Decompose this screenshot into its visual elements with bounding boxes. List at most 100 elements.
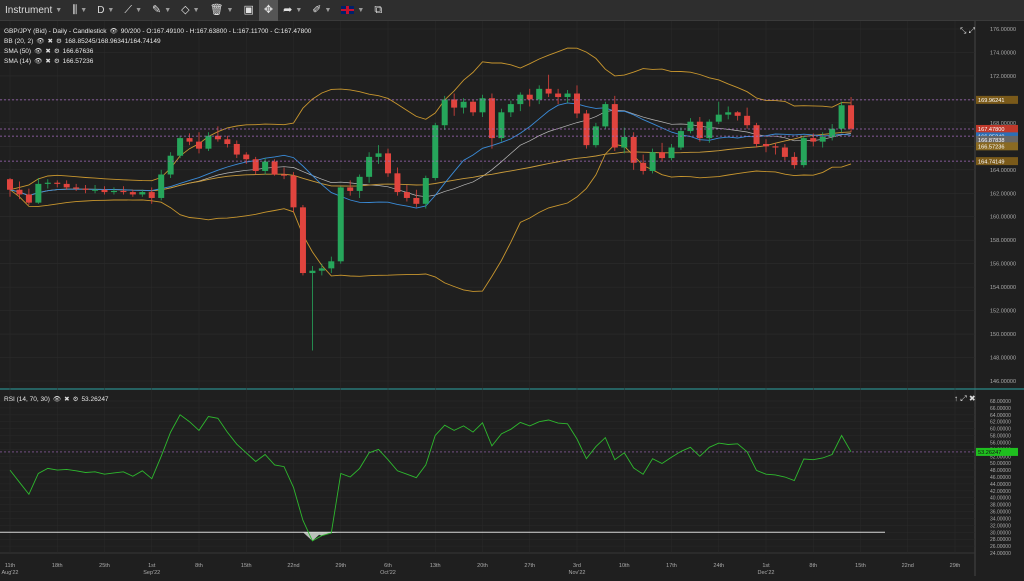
y-tick-label: 176.00000 <box>990 27 1016 33</box>
candle-body <box>772 146 779 148</box>
candle-body <box>602 104 609 127</box>
eye-icon[interactable]: 👁 <box>34 48 43 55</box>
x-tick-label: 3rd <box>573 563 581 569</box>
candle-body <box>687 121 694 132</box>
candle <box>252 156 259 175</box>
chart-svg[interactable]: 176.00000174.00000172.00000170.00000168.… <box>0 21 1024 576</box>
shapes-button[interactable]: ◇ ▼ <box>176 0 204 21</box>
currency-button[interactable]: ▼ <box>336 0 369 21</box>
close-icon[interactable]: ✖ <box>64 396 70 403</box>
gear-icon[interactable]: ⚙ <box>53 48 60 55</box>
rsi-y-tick-label: 46.00000 <box>990 475 1011 481</box>
candle-body <box>829 128 836 137</box>
candle-body <box>158 174 165 198</box>
close-icon[interactable]: ✖ <box>45 48 51 55</box>
candle <box>668 143 675 161</box>
candle <box>498 108 505 142</box>
rsi-y-tick-label: 28.00000 <box>990 537 1011 543</box>
gear-icon[interactable]: ⚙ <box>53 58 60 65</box>
uk-flag-icon <box>341 6 355 14</box>
legend-title-row: GBP/JPY (Bid) - Daily - Candlestick 👁 90/2… <box>4 27 311 37</box>
candle <box>385 148 391 177</box>
candle-body <box>630 136 637 163</box>
rsi-y-tick-label: 24.00000 <box>990 551 1011 557</box>
candle-body <box>611 104 618 148</box>
close-icon[interactable]: ✖ <box>45 58 51 65</box>
legend-sma50-row: SMA (50) 👁 ✖ ⚙ 166.67636 <box>4 47 311 57</box>
crosshair-button[interactable]: ✥ <box>258 0 279 21</box>
measure-button[interactable]: ✎ ▼ <box>147 0 176 21</box>
eye-icon[interactable]: 👁 <box>52 396 62 403</box>
rsi-y-tick-label: 66.00000 <box>990 406 1011 412</box>
candle <box>92 185 99 194</box>
candle <box>706 119 713 143</box>
chevron-down-icon: ▼ <box>164 6 172 14</box>
candle <box>35 178 42 204</box>
candle <box>753 122 760 148</box>
x-tick-sublabel: Aug'22 <box>2 570 19 576</box>
candle <box>63 180 70 190</box>
rsi-y-tick-label: 30.00000 <box>990 530 1011 536</box>
eye-icon[interactable]: 👁 <box>34 58 43 65</box>
layout-button[interactable]: ▣ <box>238 0 258 21</box>
sma14-value: 166.57236 <box>62 58 94 65</box>
candle-body <box>800 138 807 166</box>
rsi-y-tick-label: 60.00000 <box>990 427 1011 433</box>
candle-body <box>44 182 51 184</box>
candle-body <box>498 112 505 139</box>
candle-body <box>214 135 221 140</box>
shapes-icon: ◇ <box>181 3 190 16</box>
x-tick-label: 18th <box>52 563 63 569</box>
candle-body <box>252 159 259 171</box>
close-icon[interactable]: ✖ <box>968 394 976 403</box>
chart-area[interactable]: 176.00000174.00000172.00000170.00000168.… <box>0 21 1024 576</box>
rsi-y-tick-label: 38.00000 <box>990 503 1011 509</box>
candle <box>375 145 382 164</box>
rsi-y-tick-label: 32.00000 <box>990 523 1011 529</box>
timeframe-selector[interactable]: D ▼ <box>92 0 119 21</box>
delete-button[interactable]: 🗑 ▼ <box>205 0 239 21</box>
candle-body <box>734 112 741 116</box>
x-tick-sublabel: Sep'22 <box>143 570 160 576</box>
arrow-button[interactable]: ➦ ▼ <box>278 0 307 21</box>
candle-body <box>356 176 363 191</box>
candle <box>611 95 618 152</box>
screenshot-button[interactable]: ⧉ <box>369 0 387 21</box>
rsi-y-tick-label: 44.00000 <box>990 482 1011 488</box>
expand-icon[interactable]: ⤢ <box>960 394 967 403</box>
candle <box>696 117 703 142</box>
eye-icon[interactable]: 👁 <box>36 38 45 45</box>
eye-icon[interactable]: 👁 <box>109 28 118 35</box>
candle-body <box>347 187 354 191</box>
close-icon[interactable]: ✖ <box>47 38 53 45</box>
candle <box>177 135 184 159</box>
gear-icon[interactable]: ⚙ <box>55 38 62 45</box>
brush-icon: ✐ <box>312 3 322 16</box>
candle-type-button[interactable]: ⫼ ▼ <box>67 0 92 21</box>
collapse-icon[interactable]: ⤡ <box>960 26 967 35</box>
expand-icon[interactable]: ⤢ <box>968 26 976 35</box>
candle-body <box>781 147 788 157</box>
price-tag-close: 167.47800 <box>978 127 1004 133</box>
crosshair-icon: ✥ <box>263 3 274 16</box>
drawing-lines-button[interactable]: ⟋ ▼ <box>119 0 147 21</box>
x-tick-label: 29th <box>950 563 961 569</box>
candle-body <box>470 101 477 113</box>
x-tick-label: 8th <box>809 563 817 569</box>
y-tick-label: 164.00000 <box>990 168 1016 174</box>
candle <box>271 159 278 176</box>
gear-icon[interactable]: ⚙ <box>72 396 79 403</box>
tools-button[interactable]: ✐ ▼ <box>307 0 336 21</box>
candle-body <box>526 94 533 100</box>
candle <box>602 101 609 129</box>
candle <box>366 152 373 183</box>
candle-body <box>668 147 675 159</box>
candle <box>583 109 590 149</box>
candle-body <box>82 188 89 190</box>
candle <box>781 143 788 161</box>
candle <box>432 122 439 181</box>
move-up-icon[interactable]: ↑ <box>954 394 958 403</box>
price-tag-bg <box>976 157 1018 166</box>
candle-body <box>621 136 628 148</box>
instrument-selector[interactable]: Instrument ▼ <box>0 0 67 21</box>
